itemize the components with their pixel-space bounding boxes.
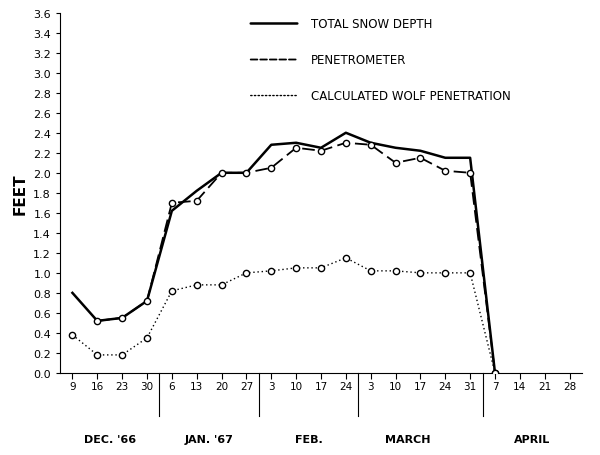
Text: TOTAL SNOW DEPTH: TOTAL SNOW DEPTH — [311, 18, 432, 31]
Text: APRIL: APRIL — [514, 434, 550, 444]
Text: FEB.: FEB. — [295, 434, 322, 444]
Text: DEC. '66: DEC. '66 — [83, 434, 136, 444]
Text: MARCH: MARCH — [385, 434, 431, 444]
Text: JAN. '67: JAN. '67 — [185, 434, 233, 444]
Text: CALCULATED WOLF PENETRATION: CALCULATED WOLF PENETRATION — [311, 90, 511, 103]
Text: PENETROMETER: PENETROMETER — [311, 54, 406, 67]
Y-axis label: FEET: FEET — [13, 172, 28, 214]
